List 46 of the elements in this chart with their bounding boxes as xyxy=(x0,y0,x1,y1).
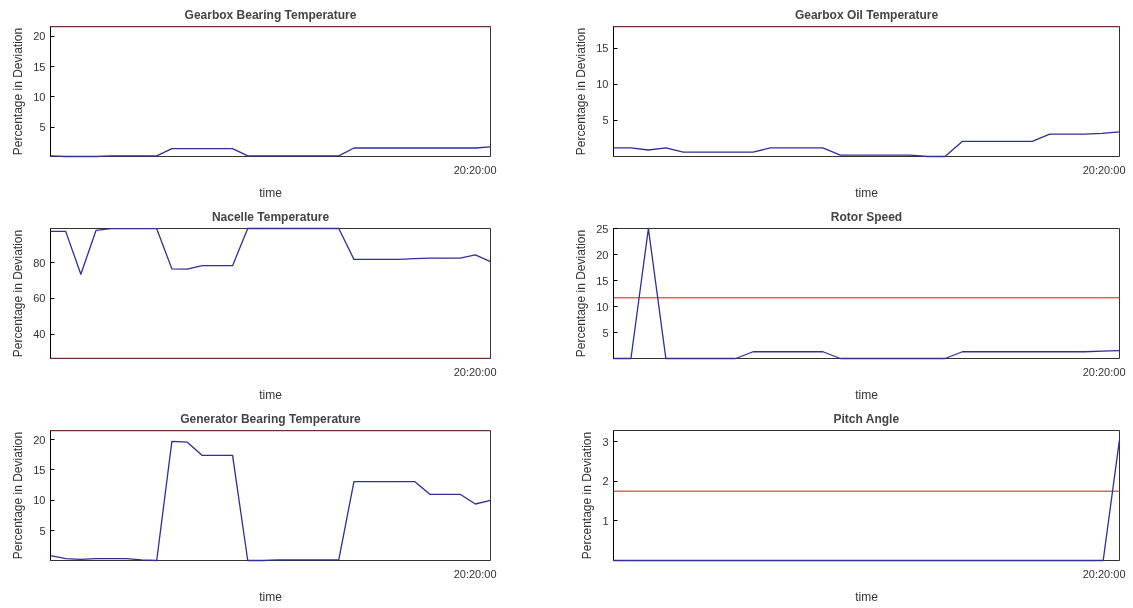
y-tick-label: 5 xyxy=(39,121,46,134)
x-axis-title: time xyxy=(855,387,879,402)
text: 20:20:00 xyxy=(1082,163,1126,176)
text: 20:20:00 xyxy=(453,567,497,580)
y-axis-title: Percentage in Deviation xyxy=(574,229,589,358)
y-tick-label: 10 xyxy=(596,300,609,313)
y-tick-label: 3 xyxy=(602,435,609,448)
chart-title: Pitch Angle xyxy=(833,411,900,426)
y-tick-label: 10 xyxy=(33,494,46,507)
x-axis-title: time xyxy=(855,589,879,604)
y-tick-label: 2 xyxy=(602,475,609,488)
y-tick-label: 20 xyxy=(596,248,609,261)
y-tick-label: 20 xyxy=(33,433,46,446)
y-tick-label: 80 xyxy=(33,256,46,269)
y-axis-title: Percentage in Deviation xyxy=(11,229,26,358)
y-axis-title: Percentage in Deviation xyxy=(11,431,26,560)
y-tick-label: 15 xyxy=(33,463,46,476)
chart-title: Generator Bearing Temperature xyxy=(180,411,362,426)
chart-title: Gearbox Oil Temperature xyxy=(794,7,939,22)
x-axis-title: time xyxy=(259,589,283,604)
y-tick-label: 10 xyxy=(596,78,609,91)
y-tick-label: 5 xyxy=(602,114,609,127)
y-tick-label: 60 xyxy=(33,292,46,305)
text: 20:20:00 xyxy=(1082,365,1126,378)
text: 20:20:00 xyxy=(1082,567,1126,580)
y-tick-label: 5 xyxy=(602,326,609,339)
y-tick-label: 20 xyxy=(33,30,46,43)
y-tick-label: 40 xyxy=(33,328,46,341)
y-tick-label: 25 xyxy=(596,222,609,235)
x-axis-title: time xyxy=(855,185,879,200)
y-tick-label: 1 xyxy=(602,514,609,527)
text: 20:20:00 xyxy=(453,163,497,176)
y-axis-title: Percentage in Deviation xyxy=(574,27,589,156)
chart-title: Rotor Speed xyxy=(830,209,903,224)
y-tick-label: 15 xyxy=(596,274,609,287)
y-tick-label: 15 xyxy=(33,60,46,73)
text: 20:20:00 xyxy=(453,365,497,378)
x-axis-title: time xyxy=(259,185,283,200)
chart-title: Nacelle Temperature xyxy=(211,209,330,224)
y-tick-label: 5 xyxy=(39,524,46,537)
y-tick-label: 10 xyxy=(33,90,46,103)
chart-title: Gearbox Bearing Temperature xyxy=(184,7,357,22)
y-axis-title: Percentage in Deviation xyxy=(580,431,595,560)
y-axis-title: Percentage in Deviation xyxy=(11,27,26,156)
y-tick-label: 15 xyxy=(596,42,609,55)
x-axis-title: time xyxy=(259,387,283,402)
